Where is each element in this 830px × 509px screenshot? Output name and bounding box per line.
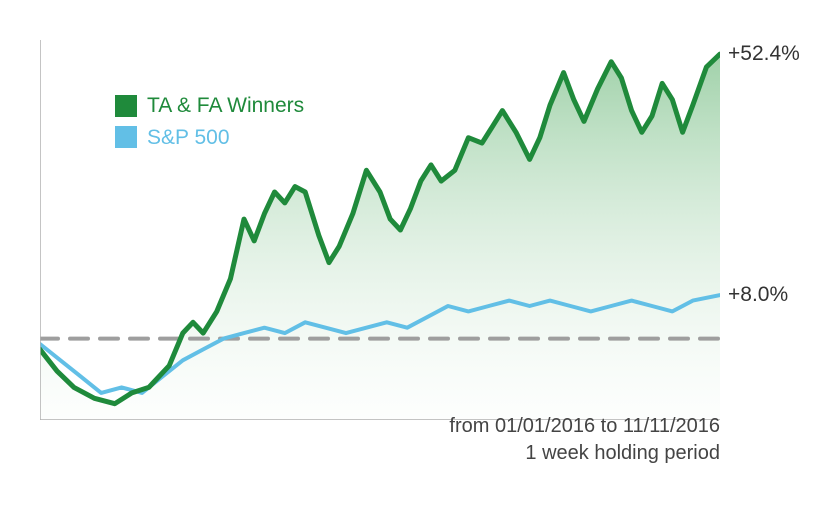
footer-date-range: from 01/01/2016 to 11/11/2016	[449, 413, 720, 440]
final-value-sp500: +8.0%	[728, 283, 788, 307]
chart-footer: from 01/01/2016 to 11/11/2016 1 week hol…	[449, 413, 720, 467]
legend: TA & FA Winners S&P 500	[115, 90, 304, 153]
legend-item-sp500: S&P 500	[115, 122, 304, 154]
footer-holding-period: 1 week holding period	[449, 440, 720, 467]
legend-label-sp500: S&P 500	[147, 122, 230, 154]
legend-swatch-sp500	[115, 126, 137, 148]
legend-label-winners: TA & FA Winners	[147, 90, 304, 122]
legend-item-winners: TA & FA Winners	[115, 90, 304, 122]
final-value-winners: +52.4%	[728, 42, 800, 66]
legend-swatch-winners	[115, 95, 137, 117]
